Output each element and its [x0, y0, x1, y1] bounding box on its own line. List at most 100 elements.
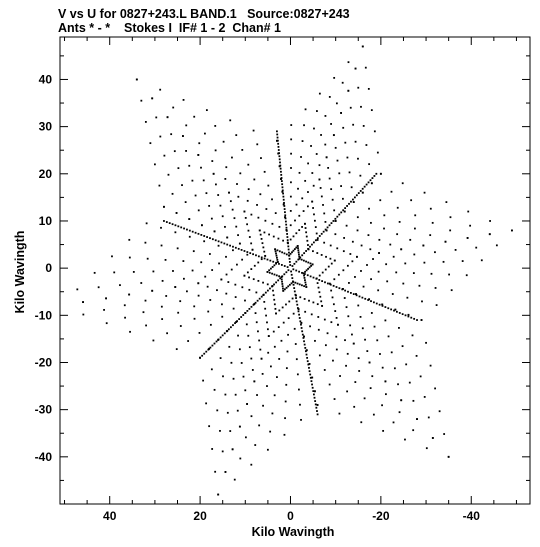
uv-point: [271, 222, 274, 225]
uv-point: [332, 134, 335, 137]
uv-point: [325, 255, 327, 258]
uv-point: [370, 109, 373, 112]
uv-point: [447, 455, 450, 458]
uv-point: [261, 242, 264, 245]
y-tick-label: -30: [35, 403, 53, 417]
uv-point: [246, 199, 249, 202]
uv-point: [352, 198, 354, 201]
uv-point: [194, 194, 197, 197]
uv-point: [317, 286, 320, 289]
uv-point: [377, 270, 380, 273]
uv-point: [222, 375, 224, 378]
uv-point: [450, 289, 453, 292]
uv-point: [181, 184, 183, 187]
uv-point: [209, 346, 212, 349]
uv-point: [285, 383, 288, 386]
uv-point: [201, 224, 203, 227]
uv-point: [252, 253, 254, 256]
uv-point: [338, 172, 341, 175]
uv-point: [318, 354, 321, 357]
uv-point: [278, 309, 281, 312]
uv-point: [466, 237, 469, 239]
uv-point: [429, 207, 432, 210]
uv-point: [353, 196, 356, 199]
uv-point: [297, 187, 299, 190]
plot-title-line-1: V vs U for 0827+243.L BAND.1 Source:0827…: [58, 7, 350, 21]
uv-point: [335, 102, 338, 105]
uv-point: [346, 156, 349, 159]
uv-point: [252, 303, 255, 306]
uv-point: [303, 340, 305, 343]
uv-points: [76, 45, 513, 496]
uv-point: [335, 286, 338, 288]
uv-point: [214, 239, 217, 242]
uv-point: [337, 323, 339, 326]
uv-point: [369, 387, 372, 390]
uv-point: [250, 305, 253, 308]
uv-point: [398, 312, 401, 314]
uv-point: [230, 268, 233, 271]
uv-point: [192, 250, 195, 253]
uv-point: [225, 255, 227, 258]
uv-point: [235, 225, 238, 228]
uv-point: [248, 346, 251, 349]
uv-point: [303, 285, 306, 288]
uv-point: [378, 303, 381, 306]
uv-point: [427, 416, 430, 419]
uv-point: [282, 203, 285, 206]
uv-point: [271, 266, 274, 268]
uv-point: [257, 261, 260, 264]
uv-point: [419, 375, 422, 378]
uv-point: [278, 158, 281, 161]
uv-point: [300, 323, 302, 326]
uv-point: [256, 299, 259, 302]
uv-point: [362, 125, 365, 127]
uv-point: [241, 148, 244, 151]
uv-point: [397, 383, 399, 386]
uv-point: [285, 223, 288, 226]
uv-point: [200, 261, 203, 264]
uv-point: [275, 281, 278, 284]
uv-point: [333, 259, 336, 262]
uv-point: [266, 321, 268, 324]
uv-point: [246, 251, 249, 253]
uv-point: [322, 204, 324, 206]
uv-point: [348, 171, 351, 174]
uv-point: [467, 210, 470, 213]
uv-point: [232, 249, 234, 252]
uv-point: [354, 381, 357, 383]
uv-point: [231, 156, 233, 159]
uv-point: [345, 364, 347, 367]
uv-point: [306, 239, 309, 242]
uv-point: [271, 412, 274, 415]
uv-point: [413, 253, 416, 256]
uv-point: [302, 210, 305, 212]
uv-point: [253, 178, 256, 181]
uv-point: [234, 283, 237, 286]
uv-point: [342, 209, 345, 212]
uv-point: [304, 350, 307, 353]
uv-point: [234, 296, 237, 298]
uv-point: [442, 260, 445, 263]
uv-point: [263, 250, 266, 253]
uv-point: [345, 224, 348, 227]
uv-point: [282, 198, 285, 201]
uv-point: [216, 409, 219, 412]
uv-point: [242, 314, 245, 316]
uv-point: [225, 166, 228, 169]
uv-point: [155, 116, 158, 119]
uv-point: [408, 381, 411, 384]
uv-point: [372, 413, 375, 416]
uv-point: [379, 199, 382, 202]
uv-point: [331, 198, 334, 201]
uv-point: [367, 299, 370, 301]
uv-point: [308, 299, 310, 302]
uv-point: [328, 383, 331, 386]
uv-point: [223, 242, 226, 245]
uv-point: [229, 430, 232, 432]
uv-point: [334, 217, 337, 220]
uv-point: [277, 279, 280, 282]
uv-point: [396, 233, 399, 236]
uv-point: [282, 192, 284, 195]
